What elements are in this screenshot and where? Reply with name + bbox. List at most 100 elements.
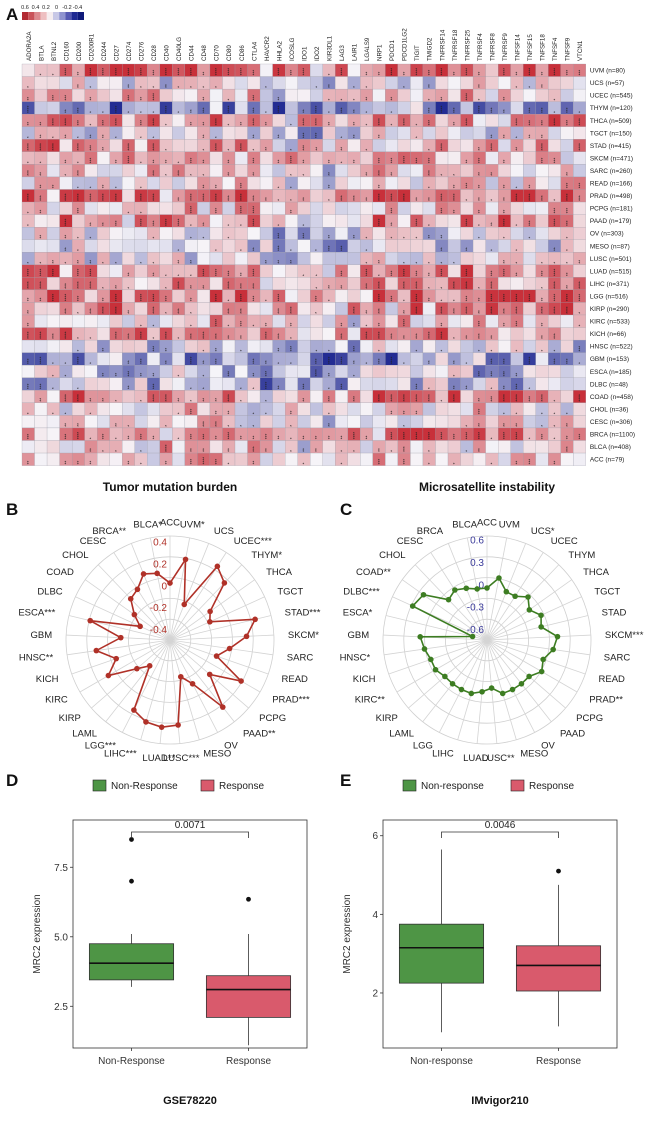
heatmap-cell bbox=[560, 76, 574, 90]
gene-label: TNFSF18 bbox=[539, 34, 546, 61]
radar-point bbox=[458, 686, 465, 693]
significance-mark: * bbox=[389, 450, 395, 452]
significance-mark: * bbox=[552, 349, 558, 351]
heatmap-cell bbox=[209, 214, 223, 228]
heatmap-cell bbox=[122, 390, 135, 403]
significance-mark: **** bbox=[527, 294, 533, 302]
significance-mark: ** bbox=[414, 197, 420, 201]
radar-point bbox=[452, 587, 458, 593]
significance-mark: * bbox=[477, 349, 483, 351]
significance-mark: **** bbox=[164, 394, 170, 402]
significance-mark: * bbox=[440, 287, 446, 289]
significance-mark: *** bbox=[139, 358, 145, 364]
significance-mark: **** bbox=[527, 356, 533, 364]
significance-mark: **** bbox=[552, 218, 558, 226]
radar-tick-label: 0.2 bbox=[153, 559, 167, 570]
significance-mark: **** bbox=[577, 118, 583, 126]
heatmap-cell bbox=[372, 415, 386, 429]
heatmap-cell bbox=[322, 327, 336, 341]
significance-mark: *** bbox=[465, 183, 471, 189]
heatmap-cell bbox=[134, 277, 148, 291]
significance-mark: **** bbox=[490, 306, 496, 314]
radar-category-label: KIRC bbox=[45, 695, 68, 706]
significance-mark: * bbox=[314, 349, 320, 351]
heatmap-cell bbox=[322, 264, 336, 278]
significance-mark: ** bbox=[89, 398, 95, 402]
heatmap-cell bbox=[122, 214, 135, 228]
heatmap-cell bbox=[410, 352, 424, 366]
significance-mark: ** bbox=[201, 285, 207, 289]
significance-mark: **** bbox=[227, 68, 233, 76]
radar-point bbox=[158, 724, 165, 730]
significance-mark: ** bbox=[39, 122, 45, 126]
significance-mark: ** bbox=[327, 84, 333, 88]
heatmap-cell bbox=[573, 365, 586, 378]
significance-mark: * bbox=[64, 174, 70, 176]
significance-mark: * bbox=[327, 412, 333, 414]
significance-mark: * bbox=[465, 450, 471, 452]
significance-mark: *** bbox=[477, 408, 483, 414]
radar-tick-label: 0 bbox=[478, 580, 484, 591]
significance-mark: ** bbox=[352, 134, 358, 138]
significance-mark: **** bbox=[214, 143, 220, 151]
heatmap-cell bbox=[197, 239, 211, 253]
significance-mark: ** bbox=[201, 159, 207, 163]
heatmap-cell bbox=[272, 264, 286, 278]
significance-mark: **** bbox=[302, 118, 308, 126]
gene-label: TNFRSF8 bbox=[489, 33, 496, 61]
significance-mark: **** bbox=[277, 294, 283, 302]
radar-point bbox=[105, 672, 112, 679]
significance-mark: **** bbox=[277, 105, 283, 113]
significance-mark: * bbox=[289, 149, 295, 151]
significance-mark: *** bbox=[540, 434, 546, 440]
significance-mark: **** bbox=[101, 68, 107, 76]
significance-mark: **** bbox=[252, 269, 258, 277]
significance-mark: **** bbox=[377, 218, 383, 226]
gene-label: TNFSF15 bbox=[527, 34, 534, 61]
heatmap-cell bbox=[498, 164, 511, 178]
heatmap-cell bbox=[573, 327, 586, 341]
significance-mark: * bbox=[189, 274, 195, 276]
significance-mark: *** bbox=[252, 70, 258, 76]
significance-mark: ** bbox=[214, 410, 220, 414]
heatmap-cell bbox=[285, 227, 298, 240]
significance-mark: ** bbox=[515, 147, 521, 151]
heatmap-cell bbox=[523, 327, 536, 341]
heatmap-cell bbox=[109, 227, 123, 240]
heatmap-cell bbox=[310, 390, 323, 403]
significance-mark: **** bbox=[114, 331, 120, 339]
significance-mark: ** bbox=[565, 423, 571, 427]
significance-mark: **** bbox=[64, 193, 70, 201]
heatmap-cell bbox=[46, 101, 60, 115]
significance-mark: *** bbox=[289, 70, 295, 76]
significance-mark: ** bbox=[39, 172, 45, 176]
significance-mark: *** bbox=[189, 408, 195, 414]
significance-mark: ** bbox=[302, 448, 308, 452]
radar-title: Tumor mutation burden bbox=[103, 480, 237, 494]
significance-mark: **** bbox=[414, 394, 420, 402]
heatmap-cell bbox=[259, 452, 273, 466]
significance-mark: ** bbox=[515, 71, 521, 75]
significance-mark: **** bbox=[39, 331, 45, 339]
significance-mark: * bbox=[139, 186, 145, 188]
heatmap-cell bbox=[335, 302, 348, 316]
significance-mark: *** bbox=[527, 220, 533, 226]
significance-mark: * bbox=[227, 224, 233, 226]
heatmap-cell bbox=[97, 415, 110, 429]
heatmap-cell bbox=[385, 377, 399, 391]
significance-mark: **** bbox=[277, 68, 283, 76]
heatmap-cell bbox=[385, 126, 399, 140]
heatmap-cell bbox=[335, 76, 348, 90]
significance-mark: ** bbox=[252, 134, 258, 138]
radar-category-label: UCS bbox=[214, 526, 234, 537]
heatmap-cell bbox=[234, 151, 248, 165]
significance-mark: **** bbox=[239, 143, 245, 151]
significance-mark: ** bbox=[465, 247, 471, 251]
significance-mark: ** bbox=[264, 122, 270, 126]
significance-mark: * bbox=[176, 274, 182, 276]
significance-mark: ** bbox=[151, 435, 157, 439]
significance-mark: *** bbox=[151, 383, 157, 389]
heatmap-cell bbox=[97, 201, 110, 215]
heatmap-cell bbox=[159, 126, 173, 140]
